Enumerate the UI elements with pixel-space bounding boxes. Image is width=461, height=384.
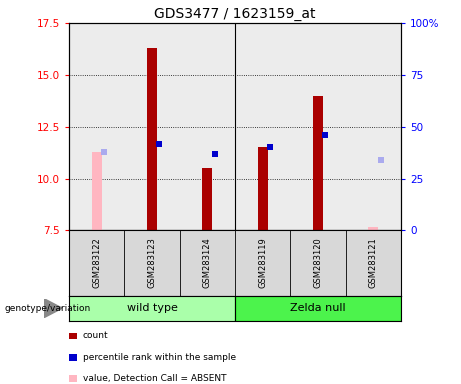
Text: GSM283121: GSM283121 bbox=[369, 238, 378, 288]
Bar bbox=[92, 152, 102, 230]
Bar bbox=[147, 48, 157, 230]
Text: GSM283122: GSM283122 bbox=[92, 238, 101, 288]
Text: GSM283120: GSM283120 bbox=[313, 238, 323, 288]
Title: GDS3477 / 1623159_at: GDS3477 / 1623159_at bbox=[154, 7, 316, 21]
Text: GSM283119: GSM283119 bbox=[258, 238, 267, 288]
Text: count: count bbox=[83, 331, 109, 341]
Bar bbox=[202, 168, 213, 230]
Bar bbox=[313, 96, 323, 230]
Polygon shape bbox=[44, 299, 62, 318]
Bar bbox=[69, 296, 235, 321]
Text: genotype/variation: genotype/variation bbox=[5, 304, 91, 313]
Text: wild type: wild type bbox=[127, 303, 177, 313]
Text: value, Detection Call = ABSENT: value, Detection Call = ABSENT bbox=[83, 374, 226, 383]
Text: GSM283123: GSM283123 bbox=[148, 238, 157, 288]
Text: percentile rank within the sample: percentile rank within the sample bbox=[83, 353, 236, 362]
Text: GSM283124: GSM283124 bbox=[203, 238, 212, 288]
Bar bbox=[258, 147, 268, 230]
Bar bbox=[368, 227, 378, 230]
Bar bbox=[235, 296, 401, 321]
Text: Zelda null: Zelda null bbox=[290, 303, 346, 313]
